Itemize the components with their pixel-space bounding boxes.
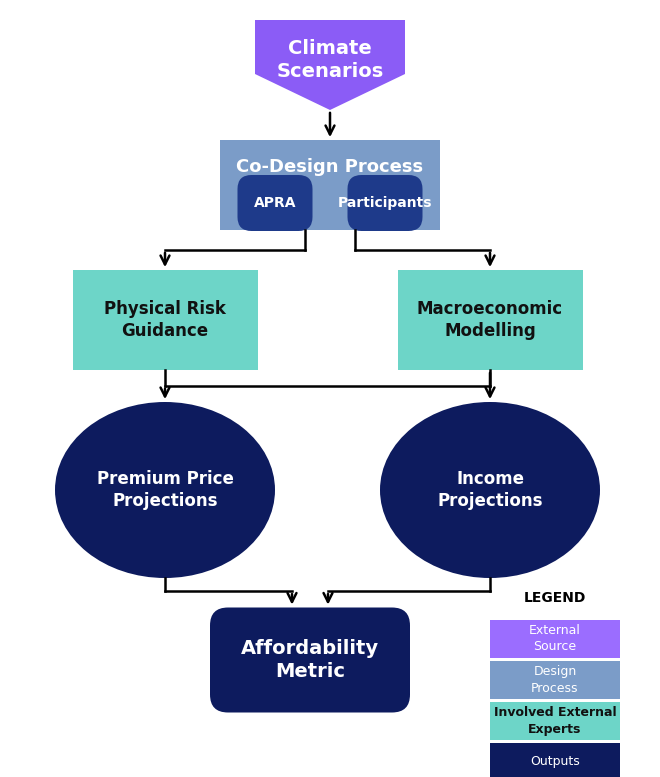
Text: External
Source: External Source: [529, 625, 581, 653]
Text: Outputs: Outputs: [530, 755, 580, 768]
Bar: [490, 743, 620, 777]
Text: Physical Risk
Guidance: Physical Risk Guidance: [104, 300, 226, 340]
Polygon shape: [255, 20, 405, 110]
Text: Co-Design Process: Co-Design Process: [236, 158, 424, 176]
Bar: [490, 702, 620, 740]
Bar: [490, 620, 620, 658]
Text: LEGEND: LEGEND: [524, 591, 586, 605]
Text: Involved External
Experts: Involved External Experts: [494, 706, 616, 736]
Text: Macroeconomic
Modelling: Macroeconomic Modelling: [417, 300, 563, 340]
FancyBboxPatch shape: [238, 175, 312, 231]
Ellipse shape: [55, 402, 275, 578]
Text: APRA: APRA: [253, 196, 296, 210]
Text: Affordability
Metric: Affordability Metric: [241, 639, 379, 681]
Text: Participants: Participants: [338, 196, 432, 210]
Bar: [397, 270, 583, 370]
Bar: [220, 140, 440, 230]
Ellipse shape: [380, 402, 600, 578]
Bar: [490, 661, 620, 699]
Text: Premium Price
Projections: Premium Price Projections: [96, 470, 234, 510]
Text: Income
Projections: Income Projections: [437, 470, 543, 510]
FancyBboxPatch shape: [210, 608, 410, 713]
Bar: [73, 270, 257, 370]
Text: Climate
Scenarios: Climate Scenarios: [277, 39, 383, 82]
FancyBboxPatch shape: [348, 175, 422, 231]
Text: Design
Process: Design Process: [531, 665, 579, 695]
